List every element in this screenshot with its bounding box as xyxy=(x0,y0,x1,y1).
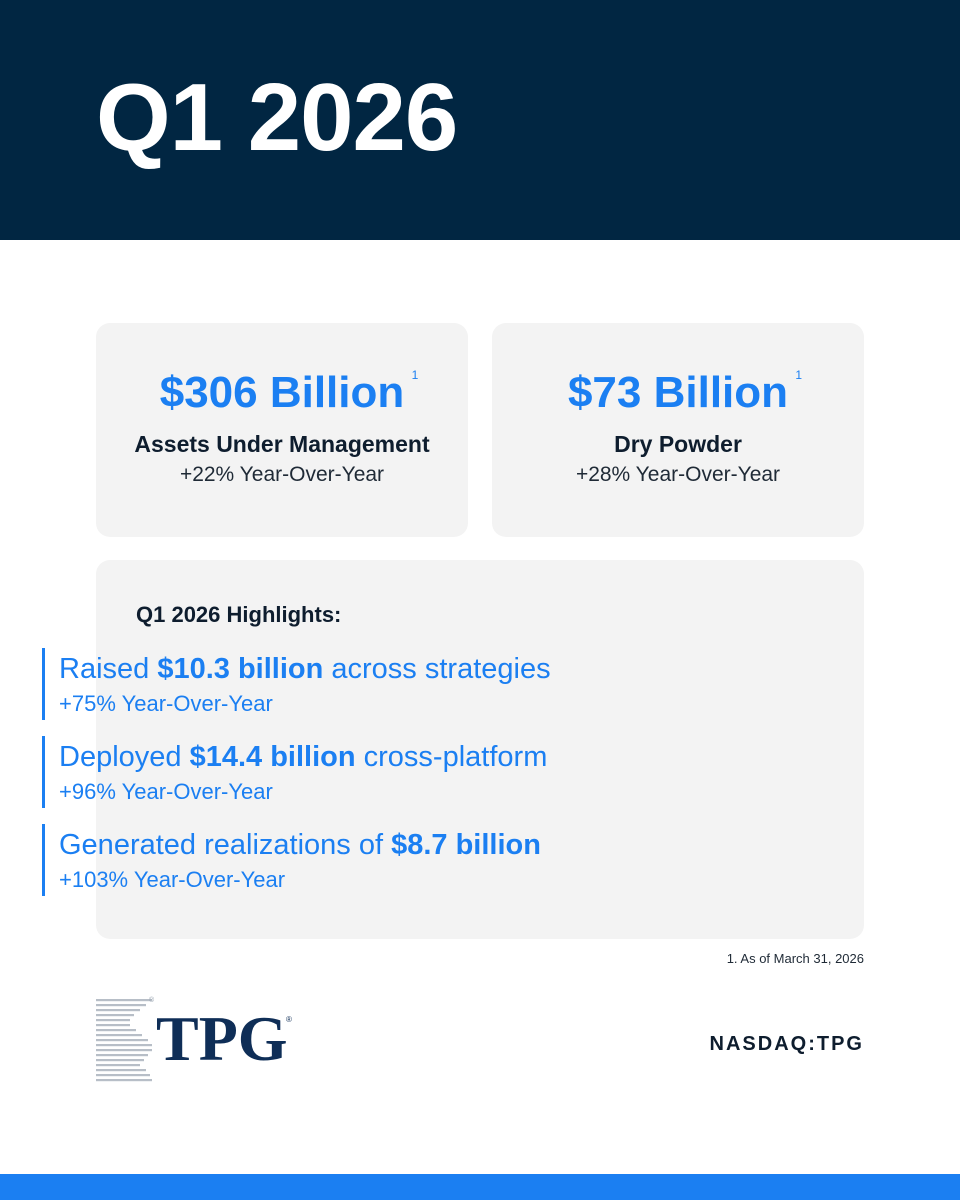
tpg-logo: ® TPG ® xyxy=(96,997,296,1085)
logo-registered: ® xyxy=(286,1015,292,1024)
page-title: Q1 2026 xyxy=(96,64,458,171)
highlight-text: Raised $10.3 billion across strategies xyxy=(59,648,551,690)
highlight-amount: $10.3 billion xyxy=(157,653,324,685)
highlight-change: +96% Year-Over-Year xyxy=(59,779,273,804)
highlights-card: Q1 2026 Highlights: xyxy=(96,560,864,939)
highlight-change: +75% Year-Over-Year xyxy=(59,691,273,716)
stat-value-text: $306 Billion xyxy=(159,368,405,417)
highlight-suffix: cross-platform xyxy=(355,741,548,773)
stat-card-dry-powder: $73 Billion 1 Dry Powder +28% Year-Over-Y… xyxy=(492,323,864,537)
highlight-item: Generated realizations of $8.7 billion +… xyxy=(42,824,541,896)
logo-text: TPG xyxy=(156,1003,288,1074)
header-banner: Q1 2026 xyxy=(0,0,960,240)
highlight-prefix: Raised xyxy=(59,653,158,685)
stat-value: $306 Billion 1 xyxy=(159,365,419,421)
stat-change: +22% Year-Over-Year xyxy=(179,463,385,486)
logo-stripes-icon xyxy=(96,999,152,1082)
footer-bar xyxy=(0,1174,960,1200)
highlight-amount: $8.7 billion xyxy=(391,829,541,861)
highlight-item: Deployed $14.4 billion cross-platform +9… xyxy=(42,736,547,808)
logo-mark-registered: ® xyxy=(149,997,155,1004)
stat-value: $73 Billion 1 xyxy=(567,365,802,421)
highlights-title: Q1 2026 Highlights: xyxy=(136,602,342,627)
footnote-marker: 1 xyxy=(411,368,419,382)
stat-change: +28% Year-Over-Year xyxy=(575,463,781,486)
stat-value-text: $73 Billion xyxy=(567,368,789,417)
highlight-item: Raised $10.3 billion across strategies +… xyxy=(42,648,551,720)
highlight-suffix: across strategies xyxy=(323,653,551,685)
stat-label: Assets Under Management xyxy=(134,431,430,457)
ticker-symbol: NASDAQ:TPG xyxy=(709,1033,864,1055)
footnote-marker: 1 xyxy=(795,368,803,382)
highlight-change: +103% Year-Over-Year xyxy=(59,867,286,892)
stat-label: Dry Powder xyxy=(614,431,742,457)
footnote: 1. As of March 31, 2026 xyxy=(726,951,864,966)
highlight-text: Generated realizations of $8.7 billion xyxy=(59,824,541,866)
highlight-prefix: Generated realizations of xyxy=(59,829,392,861)
highlight-amount: $14.4 billion xyxy=(189,741,356,773)
highlight-text: Deployed $14.4 billion cross-platform xyxy=(59,736,547,778)
stat-card-aum: $306 Billion 1 Assets Under Management +2… xyxy=(96,323,468,537)
highlight-prefix: Deployed xyxy=(59,741,190,773)
